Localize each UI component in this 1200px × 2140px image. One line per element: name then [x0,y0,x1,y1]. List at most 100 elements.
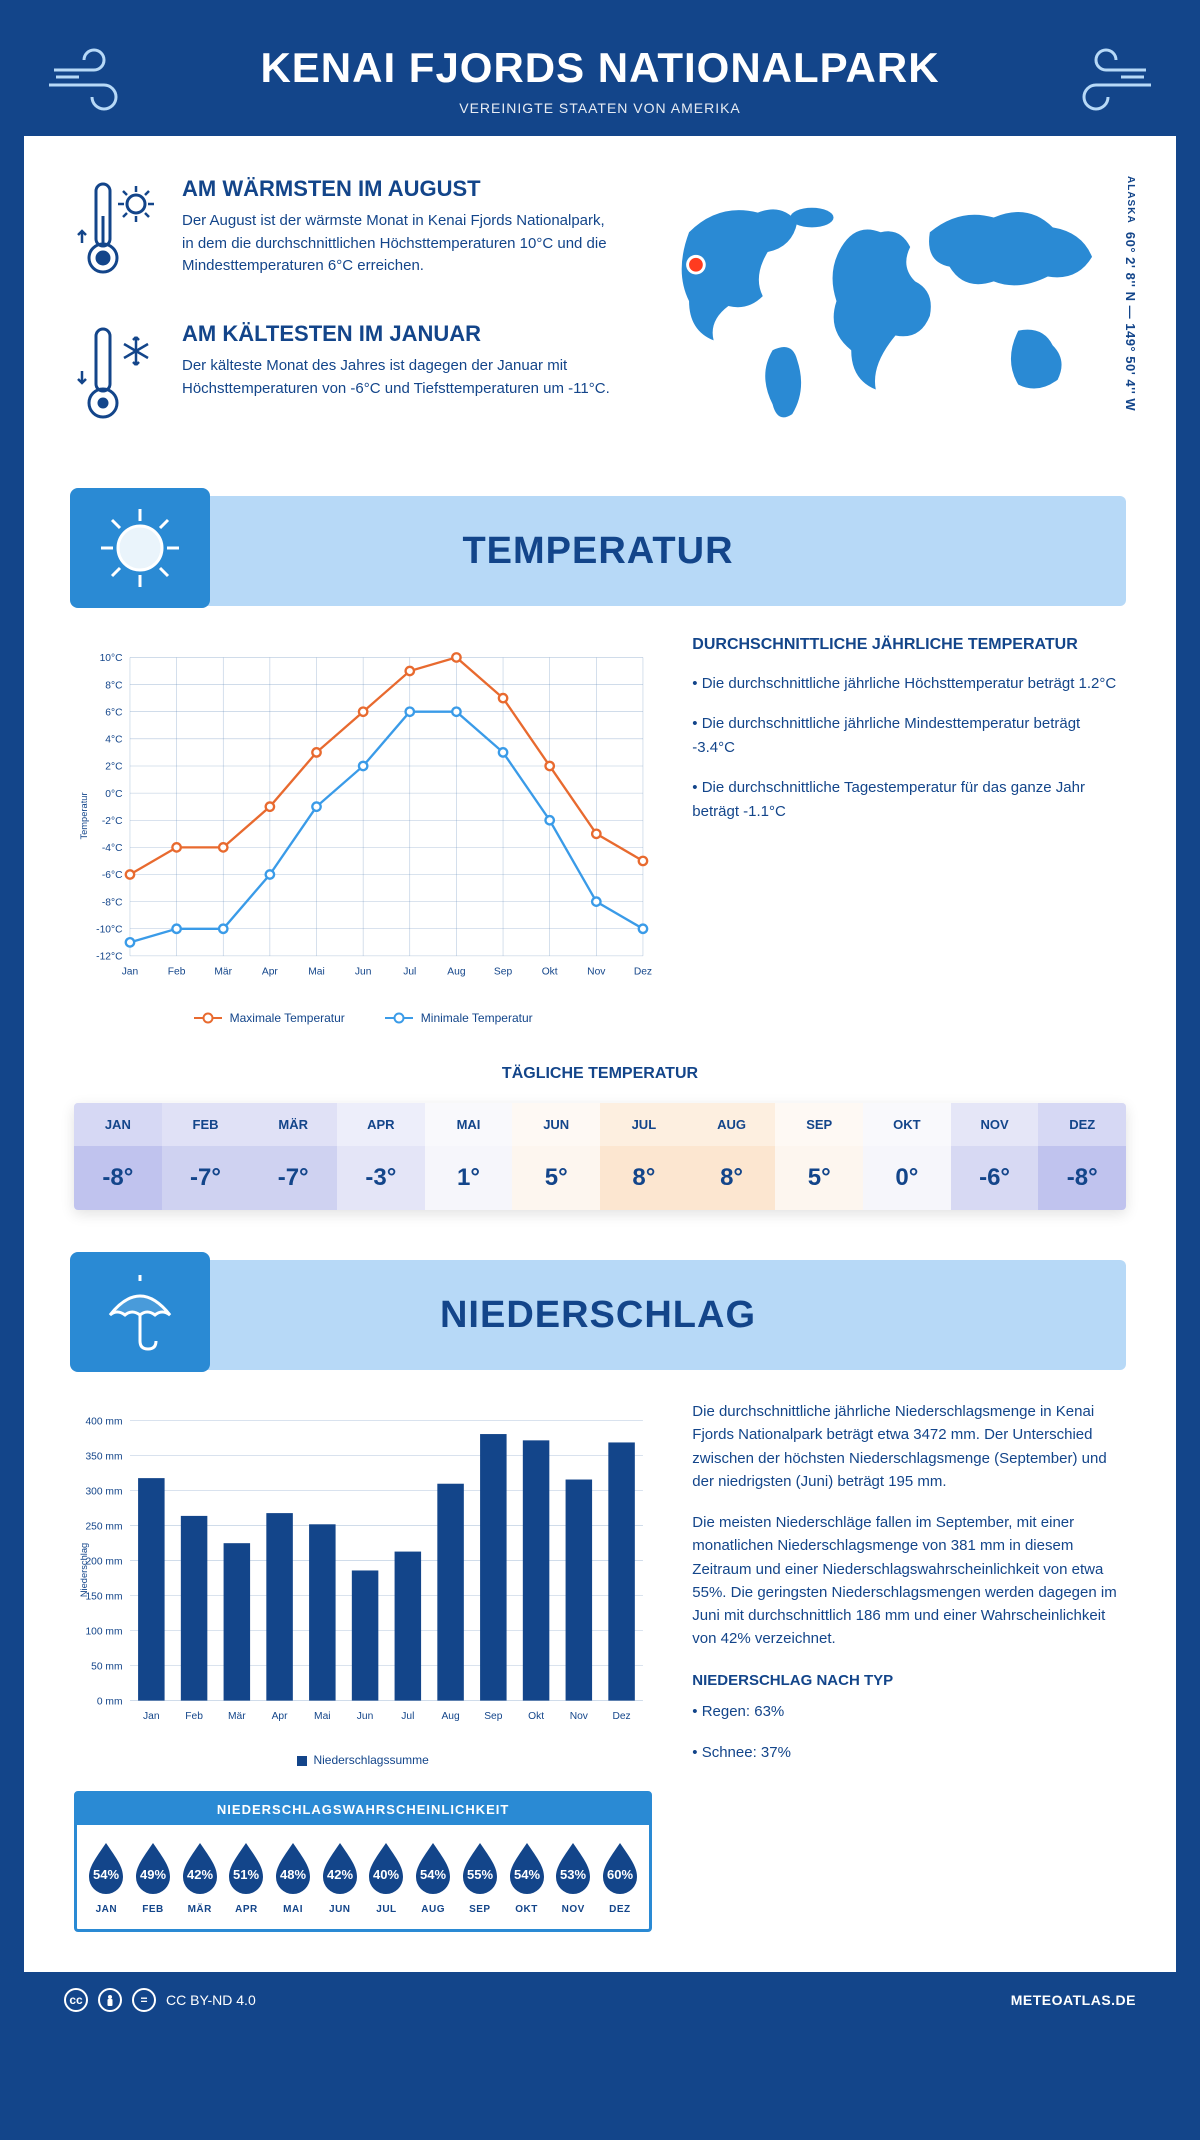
svg-text:Dez: Dez [634,967,652,978]
svg-text:200 mm: 200 mm [85,1556,122,1567]
daily-cell: MAI1° [425,1103,513,1210]
svg-text:Jun: Jun [357,1711,374,1722]
svg-text:Nov: Nov [587,967,606,978]
world-map: ALASKA 60° 2' 8'' N — 149° 50' 4'' W [635,176,1126,466]
svg-text:Apr: Apr [262,967,279,978]
prob-drop: 55% SEP [457,1839,503,1915]
precip-probability-box: NIEDERSCHLAGSWAHRSCHEINLICHKEIT 54% JAN … [74,1791,652,1932]
warmest-block: AM WÄRMSTEN IM AUGUST Der August ist der… [74,176,615,291]
page-subtitle: VEREINIGTE STAATEN VON AMERIKA [164,100,1036,116]
daily-cell: DEZ-8° [1038,1103,1126,1210]
svg-text:Mai: Mai [308,967,325,978]
prob-drop: 54% AUG [410,1839,456,1915]
svg-text:250 mm: 250 mm [85,1521,122,1532]
svg-text:Feb: Feb [168,967,186,978]
footer: cc = CC BY-ND 4.0 METEOATLAS.DE [24,1972,1176,2028]
wind-icon [24,45,164,115]
svg-text:-6°C: -6°C [102,870,123,881]
svg-text:-10°C: -10°C [96,925,123,936]
svg-text:Sep: Sep [494,967,513,978]
svg-text:8°C: 8°C [105,680,123,691]
svg-text:350 mm: 350 mm [85,1451,122,1462]
umbrella-icon [70,1252,210,1372]
section-banner-precip: NIEDERSCHLAG [74,1260,1126,1370]
svg-text:50 mm: 50 mm [91,1661,122,1672]
svg-text:Feb: Feb [185,1711,203,1722]
warmest-title: AM WÄRMSTEN IM AUGUST [182,176,615,202]
svg-text:0°C: 0°C [105,789,123,800]
region-label: ALASKA [1125,176,1136,224]
svg-text:Okt: Okt [528,1711,544,1722]
svg-text:Mär: Mär [214,967,232,978]
svg-text:Jun: Jun [355,967,372,978]
svg-text:Mär: Mär [228,1711,246,1722]
svg-text:400 mm: 400 mm [85,1416,122,1427]
svg-text:55%: 55% [467,1867,493,1882]
temp-bullet: • Die durchschnittliche jährliche Mindes… [692,712,1126,760]
svg-text:Temperatur: Temperatur [79,792,89,839]
svg-text:40%: 40% [373,1867,399,1882]
temp-bullet: • Die durchschnittliche Tagestemperatur … [692,776,1126,824]
svg-text:Jul: Jul [401,1711,414,1722]
temperature-line-chart: -12°C-10°C-8°C-6°C-4°C-2°C0°C2°C4°C6°C8°… [74,636,652,1025]
temp-side-heading: DURCHSCHNITTLICHE JÄHRLICHE TEMPERATUR [692,636,1126,654]
svg-text:Aug: Aug [447,967,466,978]
page-title: KENAI FJORDS NATIONALPARK [164,44,1036,92]
svg-text:-12°C: -12°C [96,952,123,963]
daily-cell: OKT0° [863,1103,951,1210]
coldest-title: AM KÄLTESTEN IM JANUAR [182,321,615,347]
prob-drop: 54% OKT [504,1839,550,1915]
legend-min: .legend-item:nth-child(2) .legend-swatch… [385,1011,533,1025]
prob-drop: 42% JUN [317,1839,363,1915]
warmest-body: Der August ist der wärmste Monat in Kena… [182,210,615,278]
daily-cell: MÄR-7° [249,1103,337,1210]
cc-icon: cc [64,1988,88,2012]
site-credit: METEOATLAS.DE [1011,1992,1136,2008]
svg-text:42%: 42% [327,1867,353,1882]
svg-text:48%: 48% [280,1867,306,1882]
svg-text:100 mm: 100 mm [85,1626,122,1637]
location-marker-icon [689,258,703,272]
precip-text: Die durchschnittliche jährliche Niedersc… [692,1400,1126,1493]
svg-text:54%: 54% [514,1867,540,1882]
header: KENAI FJORDS NATIONALPARK VEREINIGTE STA… [24,24,1176,136]
section-title-temp: TEMPERATUR [210,530,1126,573]
daily-cell: NOV-6° [951,1103,1039,1210]
svg-text:Apr: Apr [272,1711,289,1722]
section-title-precip: NIEDERSCHLAG [210,1294,1126,1337]
prob-drop: 60% DEZ [597,1839,643,1915]
license-text: CC BY-ND 4.0 [166,1992,256,2008]
temp-bullet: • Die durchschnittliche jährliche Höchst… [692,672,1126,696]
coldest-block: AM KÄLTESTEN IM JANUAR Der kälteste Mona… [74,321,615,436]
daily-temp-title: TÄGLICHE TEMPERATUR [24,1065,1176,1083]
sun-icon [70,488,210,608]
svg-text:6°C: 6°C [105,707,123,718]
svg-text:Nov: Nov [570,1711,589,1722]
svg-text:54%: 54% [93,1867,119,1882]
daily-cell: APR-3° [337,1103,425,1210]
by-icon [98,1988,122,2012]
prob-drop: 53% NOV [550,1839,596,1915]
precip-text: Die meisten Niederschläge fallen im Sept… [692,1511,1126,1651]
precip-type-heading: NIEDERSCHLAG NACH TYP [692,1669,1126,1692]
svg-text:Okt: Okt [542,967,558,978]
wind-icon [1036,45,1176,115]
svg-text:Jan: Jan [122,967,139,978]
prob-drop: 42% MÄR [177,1839,223,1915]
daily-cell: JAN-8° [74,1103,162,1210]
svg-text:10°C: 10°C [100,653,124,664]
prob-drop: 54% JAN [83,1839,129,1915]
svg-text:Sep: Sep [484,1711,503,1722]
svg-text:Niederschlag: Niederschlag [79,1543,89,1597]
prob-drop: 40% JUL [363,1839,409,1915]
prob-title: NIEDERSCHLAGSWAHRSCHEINLICHKEIT [77,1794,649,1825]
nd-icon: = [132,1988,156,2012]
thermometer-snow-icon [74,321,164,436]
prob-drop: 49% FEB [130,1839,176,1915]
legend-max: .legend-item:nth-child(1) .legend-swatch… [194,1011,345,1025]
coldest-body: Der kälteste Monat des Jahres ist dagege… [182,355,615,400]
precip-type: • Schnee: 37% [692,1741,1126,1764]
svg-text:-4°C: -4°C [102,843,123,854]
section-banner-temp: TEMPERATUR [74,496,1126,606]
daily-cell: JUN5° [512,1103,600,1210]
